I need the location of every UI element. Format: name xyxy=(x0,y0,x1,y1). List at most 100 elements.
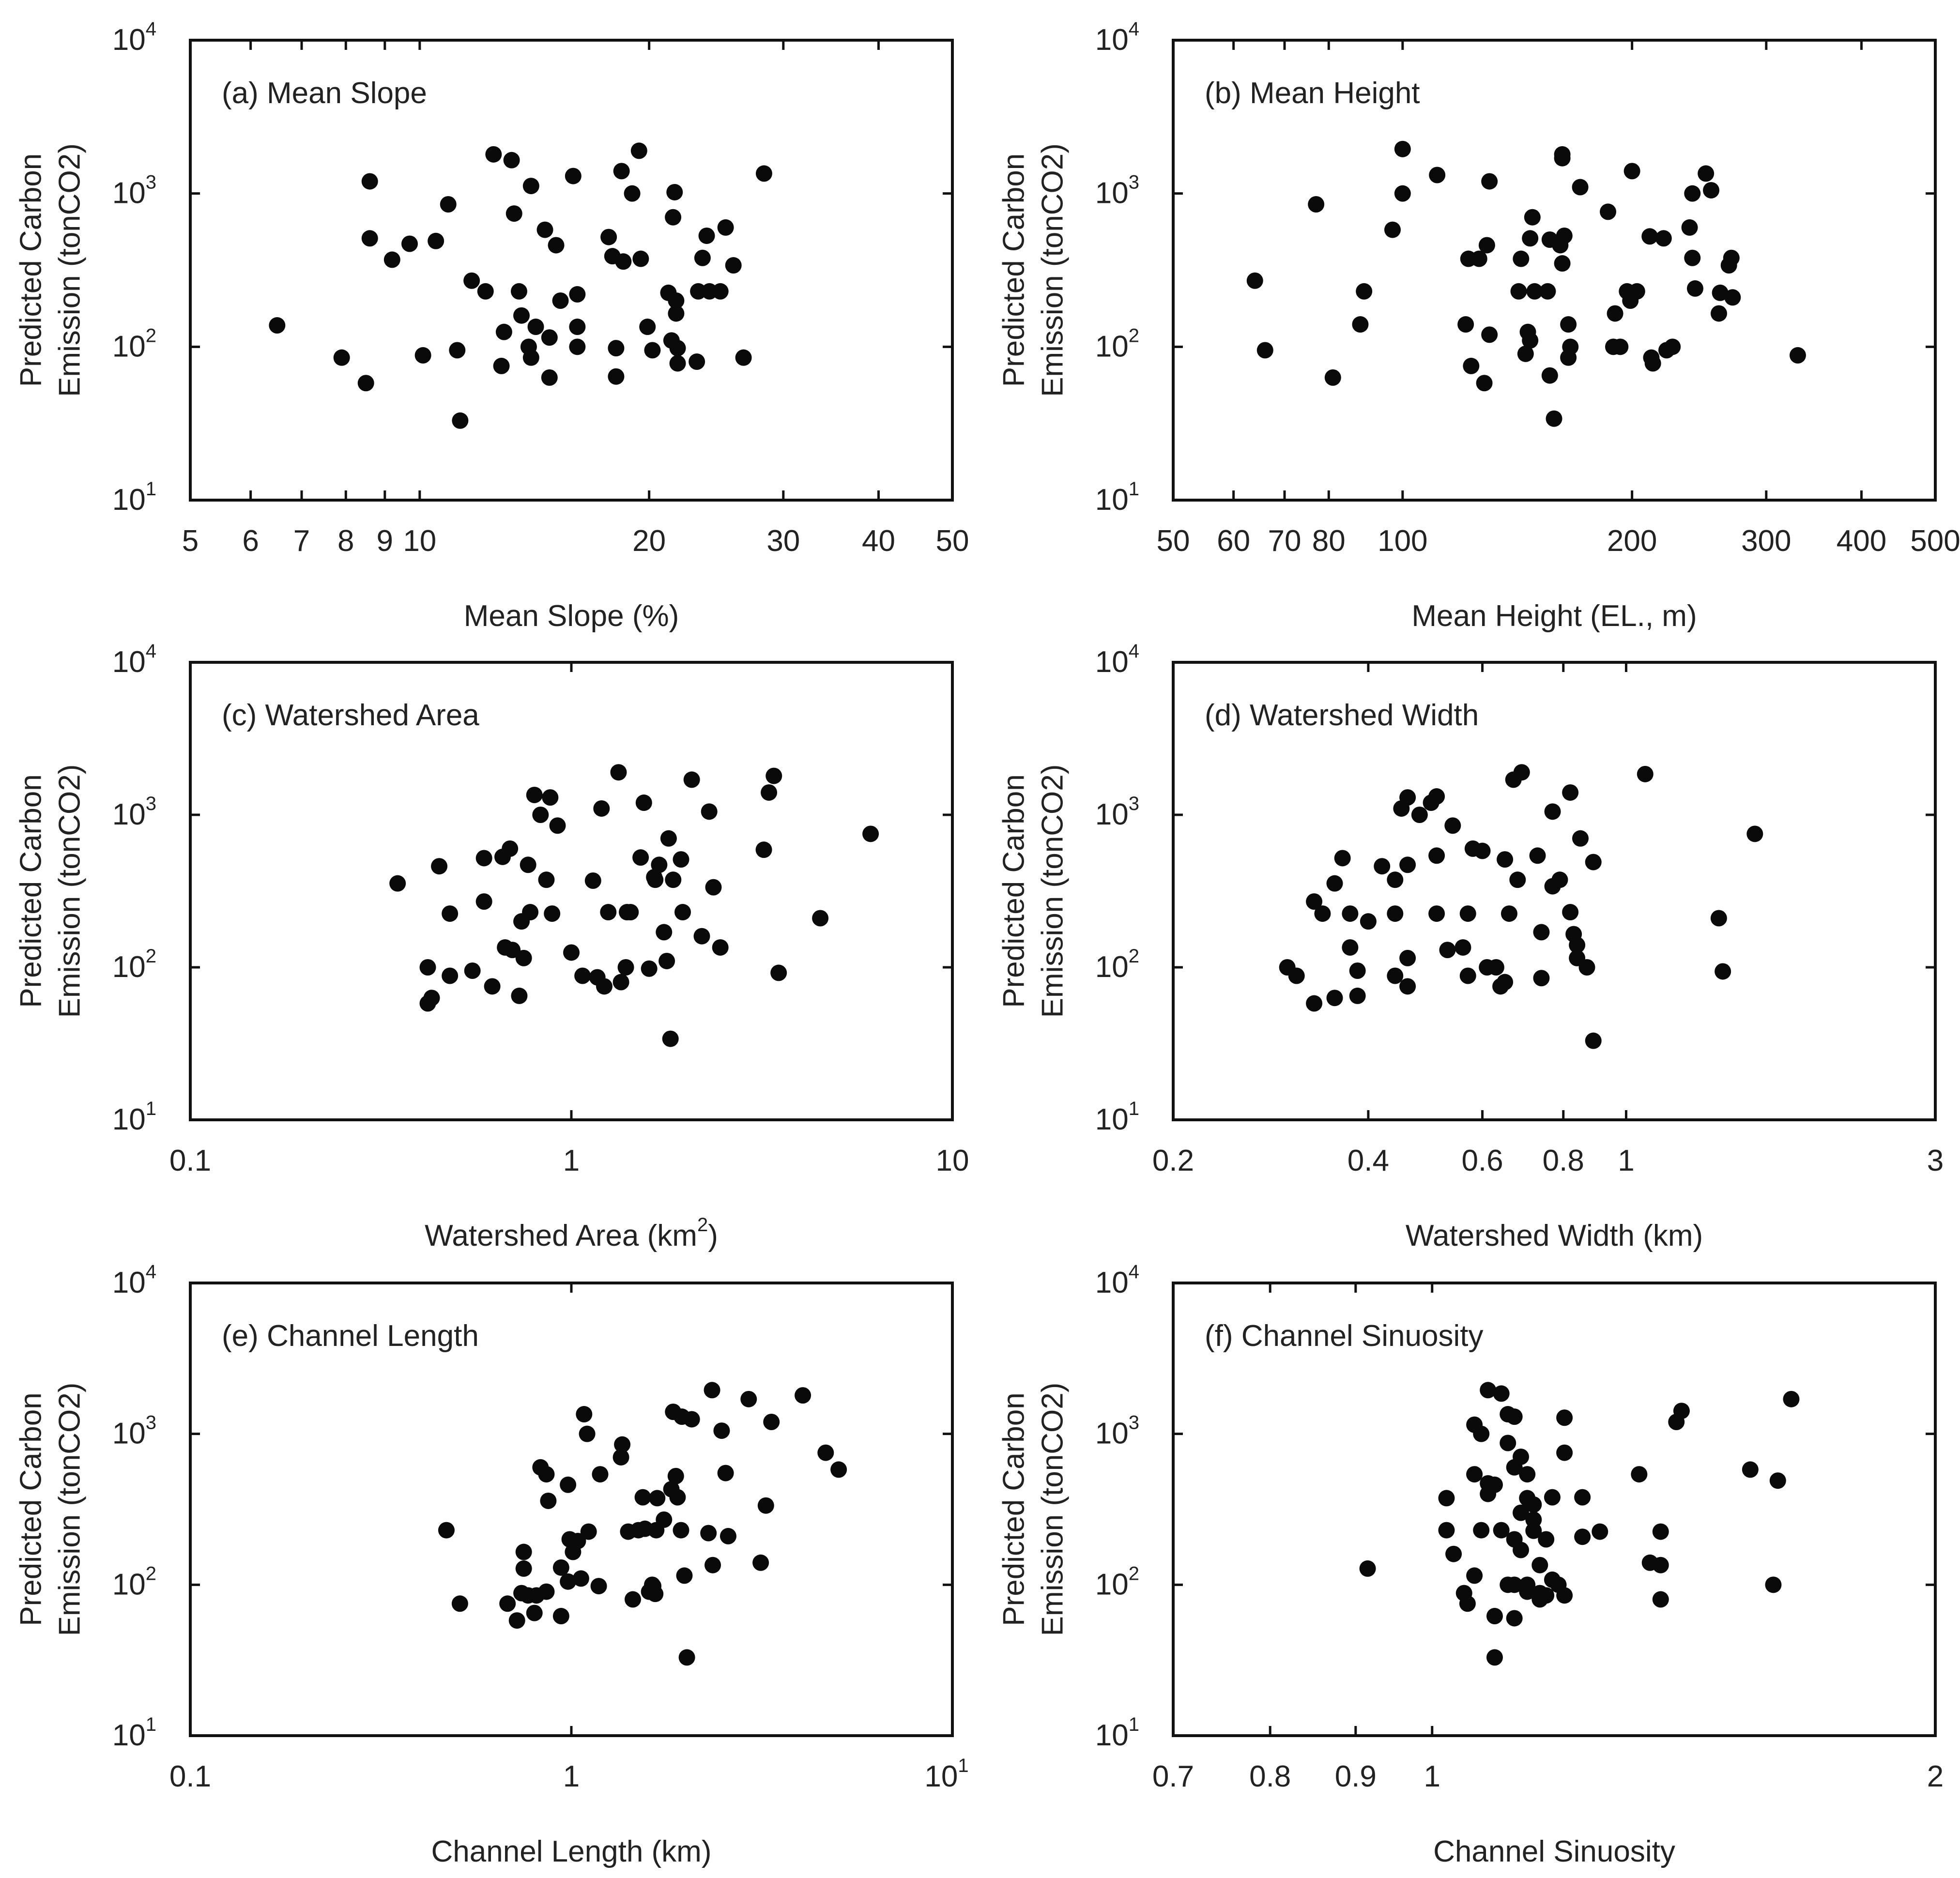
x-axis-title: Channel Length (km) xyxy=(431,1835,712,1868)
scatter-point xyxy=(673,1522,689,1539)
y-tick-label: 103 xyxy=(112,793,156,831)
scatter-point xyxy=(1513,1504,1530,1521)
scatter-point xyxy=(1486,1476,1503,1493)
scatter-point xyxy=(1525,1511,1542,1528)
y-axis-title-line1: Predicted Carbon xyxy=(997,774,1030,1008)
y-tick-exponent: 1 xyxy=(1129,478,1139,500)
y-tick-label: 101 xyxy=(1095,478,1139,517)
scatter-point xyxy=(704,1382,720,1399)
y-tick-exponent: 1 xyxy=(146,1714,156,1735)
scatter-point xyxy=(1673,1403,1690,1420)
scatter-point xyxy=(669,1489,686,1506)
scatter-point xyxy=(649,1490,666,1507)
scatter-point xyxy=(1572,830,1589,847)
scatter-point xyxy=(1556,1587,1573,1604)
scatter-point xyxy=(442,967,459,984)
scatter-point xyxy=(1765,1576,1782,1593)
x-tick-exponent: 1 xyxy=(958,1755,968,1776)
x-tick-label: 5 xyxy=(182,524,199,558)
y-tick-exponent: 2 xyxy=(146,1563,156,1584)
scatter-point xyxy=(1612,338,1629,355)
scatter-point xyxy=(735,349,752,366)
scatter-point xyxy=(357,375,374,392)
scatter-point xyxy=(1712,284,1729,301)
scatter-point xyxy=(449,342,466,359)
scatter-point xyxy=(1387,871,1404,888)
y-axis-title-line1: Predicted Carbon xyxy=(14,774,47,1008)
scatter-point xyxy=(419,959,436,976)
scatter-point xyxy=(1476,375,1493,392)
scatter-point xyxy=(1506,1610,1523,1627)
y-tick-exponent: 4 xyxy=(146,18,156,40)
scatter-point xyxy=(1444,817,1461,834)
scatter-point xyxy=(361,230,378,247)
x-tick-label: 9 xyxy=(377,524,393,558)
scatter-point xyxy=(1655,230,1672,247)
scatter-point xyxy=(1585,854,1602,870)
y-tick-base: 10 xyxy=(1095,1568,1129,1601)
scatter-point xyxy=(1466,1567,1483,1584)
x-tick-label: 40 xyxy=(862,524,895,558)
x-tick-label: 1 xyxy=(563,1760,580,1793)
scatter-point xyxy=(522,349,539,366)
scatter-point xyxy=(579,1425,596,1442)
scatter-point xyxy=(1544,803,1561,820)
y-axis-title-line2: Emission (tonCO2) xyxy=(1036,143,1069,397)
scatter-point xyxy=(565,168,582,184)
scatter-point xyxy=(1513,764,1530,781)
y-tick-exponent: 2 xyxy=(1129,1563,1139,1584)
y-tick-label: 101 xyxy=(112,1098,156,1136)
scatter-point xyxy=(763,1413,780,1430)
y-tick-base: 10 xyxy=(1095,1266,1129,1299)
x-axis-title: Mean Slope (%) xyxy=(464,599,679,633)
x-tick-label: 10 xyxy=(936,1144,969,1177)
y-tick-exponent: 3 xyxy=(1129,172,1139,193)
scatter-point xyxy=(552,292,569,309)
scatter-point xyxy=(614,1436,631,1453)
scatter-point xyxy=(1592,1523,1608,1540)
scatter-point xyxy=(464,962,481,979)
scatter-point xyxy=(1554,255,1571,272)
y-tick-label: 104 xyxy=(1095,1261,1139,1299)
scatter-point xyxy=(502,840,519,857)
scatter-point xyxy=(493,357,510,374)
scatter-point xyxy=(683,771,700,788)
panel-label: (e) Channel Length xyxy=(222,1319,479,1353)
y-tick-label: 102 xyxy=(112,325,156,363)
y-tick-exponent: 2 xyxy=(146,325,156,346)
scatter-point xyxy=(665,209,682,226)
y-tick-base: 10 xyxy=(1095,1417,1129,1450)
scatter-point xyxy=(1387,905,1404,922)
panel-label: (f) Channel Sinuosity xyxy=(1205,1319,1484,1353)
scatter-point xyxy=(1399,949,1416,966)
x-axis-title-main: Watershed Area (km xyxy=(425,1219,697,1252)
scatter-point xyxy=(1342,939,1359,956)
scatter-point xyxy=(1539,283,1556,300)
x-tick-label: 8 xyxy=(337,524,354,558)
scatter-point xyxy=(1463,357,1480,374)
scatter-point xyxy=(689,353,705,370)
scatter-point xyxy=(475,893,492,910)
scatter-point xyxy=(712,939,729,956)
scatter-point xyxy=(1681,219,1698,236)
scatter-point xyxy=(705,879,722,896)
scatter-point xyxy=(1481,173,1498,190)
scatter-point xyxy=(1517,345,1534,362)
scatter-point xyxy=(656,1511,673,1528)
scatter-point xyxy=(668,292,685,309)
scatter-point xyxy=(541,329,558,346)
scatter-point xyxy=(1519,1466,1536,1483)
x-tick-label: 0.8 xyxy=(1543,1144,1584,1177)
scatter-point xyxy=(830,1461,847,1478)
scatter-point xyxy=(1384,221,1401,238)
scatter-point xyxy=(1652,1523,1669,1540)
scatter-point xyxy=(1533,924,1550,941)
scatter-point xyxy=(674,904,691,921)
y-axis-title-line2: Emission (tonCO2) xyxy=(53,1383,86,1636)
x-axis-title: Watershed Area (km2) xyxy=(425,1214,718,1252)
scatter-point xyxy=(383,251,400,268)
scatter-point xyxy=(1438,1490,1455,1507)
scatter-point xyxy=(766,767,782,784)
scatter-point xyxy=(1526,283,1543,300)
